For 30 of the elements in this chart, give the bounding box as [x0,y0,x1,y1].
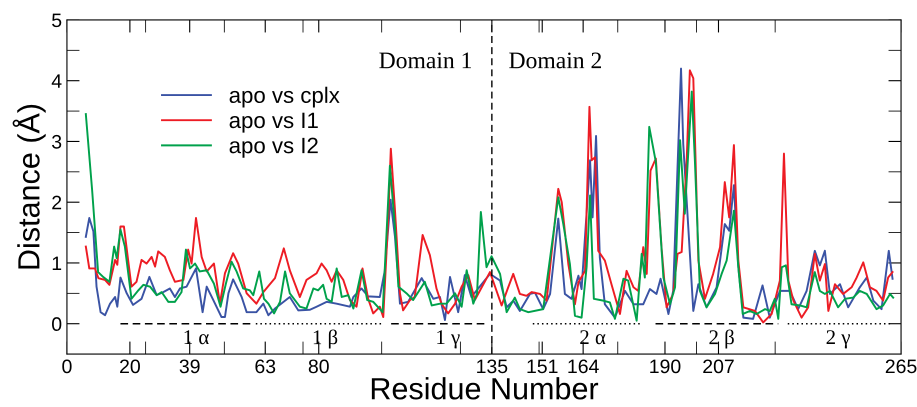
x-tick-label: 0 [62,359,72,374]
legend-label: apo vs cplx [230,86,340,108]
x-tick-label: 135 [477,359,508,374]
y-tick-label: 0 [52,317,62,331]
x-tick-label: 190 [650,359,680,374]
annotation: 2 β [709,329,734,349]
y-axis-title: Distance (Å) [12,104,46,269]
x-tick-label: 20 [120,359,140,374]
annotation: 1 β [314,329,338,349]
x-tick-label: 39 [180,359,200,374]
annotation: Domain 1 [379,52,471,68]
x-tick-label: 151 [527,360,558,374]
y-tick-label: 1 [52,256,62,270]
y-tick-label: 5 [52,14,62,28]
x-tick-label: 207 [703,359,734,374]
y-tick-label: 2 [52,196,62,210]
y-tick-label: 3 [52,134,62,149]
x-tick-label: 164 [568,359,599,374]
annotation: 2 α [580,330,606,344]
annotation: 1 α [184,330,209,344]
y-tick-label: 4 [52,74,62,88]
x-tick-label: 63 [255,359,276,374]
annotation: Domain 2 [509,52,601,68]
legend-label: apo vs I2 [230,138,318,158]
annotation: 1 γ [437,330,460,348]
legend-label: apo vs I1 [230,112,318,133]
x-axis-title: Residue Number [372,377,598,400]
x-tick-label: 265 [886,359,916,374]
x-tick-label: 80 [308,359,329,374]
annotation: 2 γ [826,330,850,348]
